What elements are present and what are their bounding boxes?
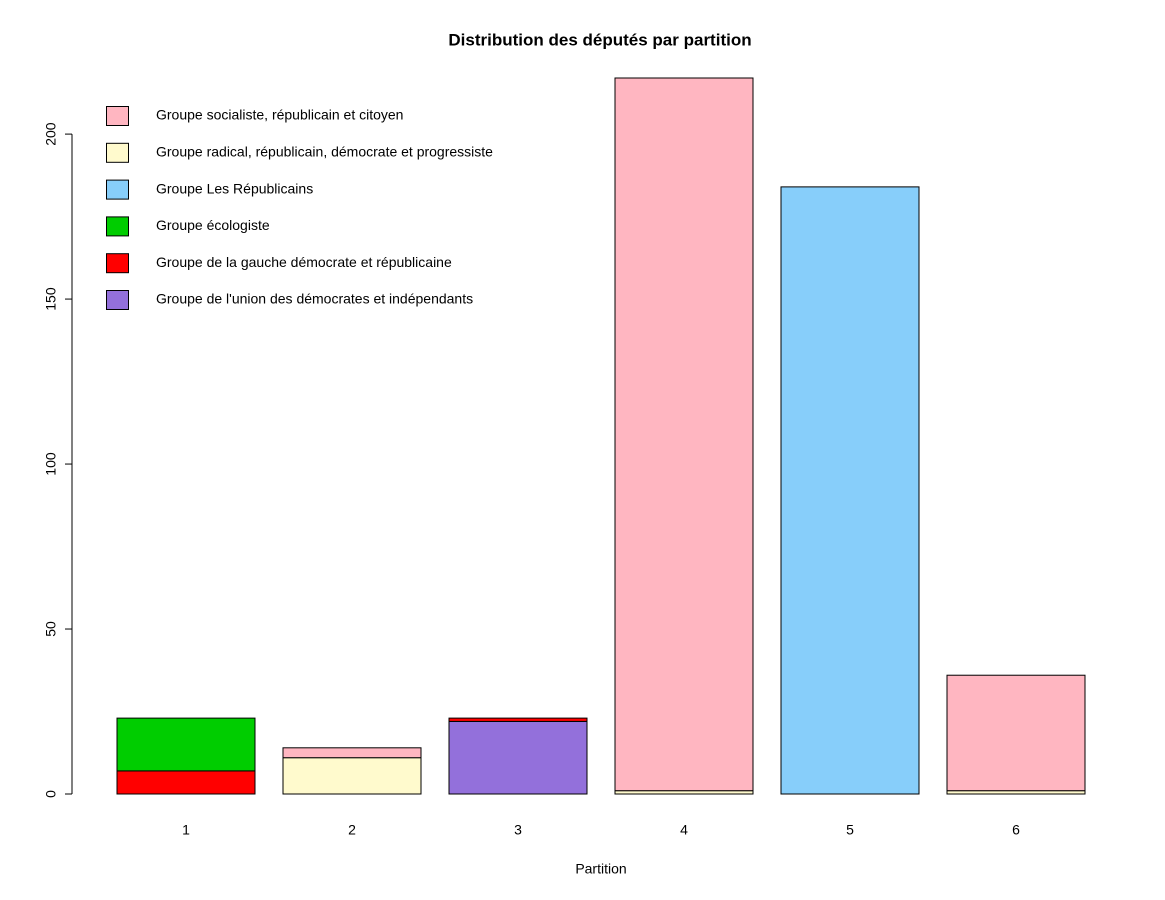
x-tick-label: 6 — [1012, 822, 1020, 838]
legend-label: Groupe Les Républicains — [156, 180, 313, 196]
legend-swatch — [106, 106, 129, 126]
x-tick-label: 3 — [514, 822, 522, 838]
bar-segment — [614, 77, 754, 792]
legend-swatch — [106, 142, 129, 163]
x-tick-label: 4 — [680, 822, 688, 838]
chart-title: Distribution des députés par partition — [448, 30, 751, 49]
bar-segment — [946, 674, 1086, 792]
bar-segment — [116, 717, 256, 772]
bar-segment — [780, 186, 920, 795]
legend-swatch — [106, 253, 129, 274]
y-tick-label: 100 — [43, 452, 59, 476]
legend-swatch — [106, 290, 129, 310]
x-tick-label: 1 — [182, 822, 190, 838]
legend-label: Groupe de la gauche démocrate et républi… — [156, 254, 452, 270]
legend-label: Groupe socialiste, républicain et citoye… — [156, 107, 403, 123]
y-tick-label: 50 — [43, 621, 59, 637]
bar-segment — [116, 770, 256, 795]
y-tick-label: 150 — [43, 287, 59, 311]
legend-swatch — [106, 179, 129, 200]
legend-label: Groupe écologiste — [156, 217, 270, 233]
y-tick-label: 0 — [43, 790, 59, 798]
bar-segment — [282, 757, 422, 795]
bar-segment — [448, 720, 588, 795]
bar-segment — [448, 717, 588, 722]
bar-segment — [282, 747, 422, 759]
legend-label: Groupe radical, républicain, démocrate e… — [156, 144, 493, 160]
x-tick-label: 2 — [348, 822, 356, 838]
legend-swatch — [106, 216, 129, 237]
legend-label: Groupe de l'union des démocrates et indé… — [156, 291, 473, 307]
x-tick-label: 5 — [846, 822, 854, 838]
x-axis-label: Partition — [575, 861, 626, 877]
y-tick-label: 200 — [43, 122, 59, 146]
